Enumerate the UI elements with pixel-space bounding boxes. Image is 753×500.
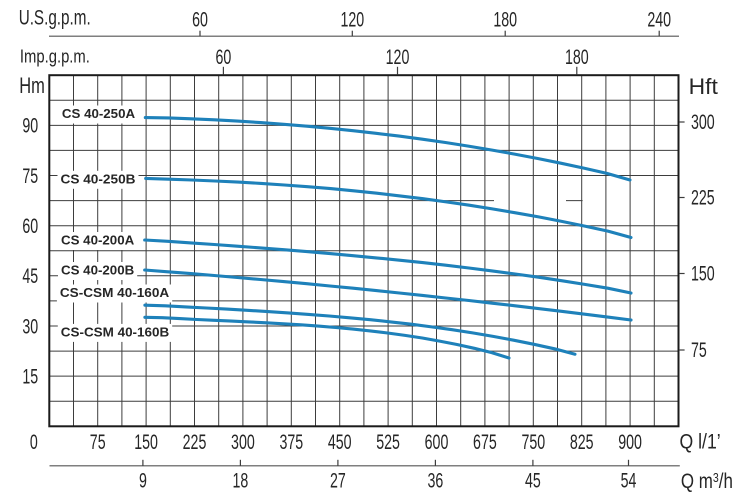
svg-text:180: 180 [493, 9, 517, 32]
svg-text:CS-CSM 40-160A: CS-CSM 40-160A [60, 285, 169, 300]
svg-text:150: 150 [134, 431, 158, 454]
svg-text:60: 60 [192, 9, 208, 32]
svg-text:Q l/1’: Q l/1’ [680, 431, 721, 454]
svg-text:150: 150 [691, 263, 715, 286]
svg-text:180: 180 [565, 46, 589, 69]
svg-text:CS 40-200A: CS 40-200A [61, 233, 134, 248]
svg-text:525: 525 [376, 431, 400, 454]
svg-text:300: 300 [691, 111, 715, 134]
svg-text:30: 30 [22, 315, 38, 338]
svg-text:120: 120 [340, 9, 364, 32]
svg-text:CS 40-200B: CS 40-200B [61, 263, 134, 278]
svg-text:240: 240 [647, 9, 671, 32]
svg-text:75: 75 [691, 339, 707, 362]
svg-text:Imp.g.p.m.: Imp.g.p.m. [20, 47, 90, 67]
svg-text:60: 60 [22, 215, 38, 238]
svg-text:0: 0 [30, 431, 38, 454]
svg-text:CS 40-250B: CS 40-250B [61, 172, 136, 187]
svg-text:54: 54 [621, 470, 637, 493]
svg-text:750: 750 [521, 431, 545, 454]
svg-text:15: 15 [22, 365, 38, 388]
svg-text:Hm: Hm [19, 73, 45, 98]
svg-text:675: 675 [473, 431, 497, 454]
svg-text:75: 75 [22, 165, 38, 188]
svg-text:CS 40-250A: CS 40-250A [62, 106, 135, 121]
svg-text:36: 36 [428, 470, 444, 493]
svg-text:75: 75 [90, 431, 106, 454]
svg-text:45: 45 [22, 265, 38, 288]
svg-text:45: 45 [525, 470, 541, 493]
svg-text:900: 900 [618, 431, 642, 454]
svg-text:225: 225 [691, 187, 715, 210]
svg-text:60: 60 [216, 46, 232, 69]
svg-text:18: 18 [233, 470, 249, 493]
svg-text:375: 375 [279, 431, 303, 454]
svg-text:Q m3/h: Q m3/h [681, 470, 733, 493]
svg-text:300: 300 [231, 431, 255, 454]
svg-text:825: 825 [570, 431, 594, 454]
svg-text:90: 90 [22, 115, 38, 138]
svg-text:120: 120 [386, 46, 410, 69]
svg-text:450: 450 [328, 431, 352, 454]
svg-text:225: 225 [183, 431, 207, 454]
svg-text:9: 9 [139, 470, 147, 493]
svg-text:27: 27 [330, 470, 346, 493]
svg-text:CS-CSM 40-160B: CS-CSM 40-160B [61, 325, 169, 340]
svg-text:U.S.g.p.m.: U.S.g.p.m. [19, 7, 91, 30]
svg-text:600: 600 [425, 431, 449, 454]
svg-text:Hft: Hft [689, 74, 718, 99]
